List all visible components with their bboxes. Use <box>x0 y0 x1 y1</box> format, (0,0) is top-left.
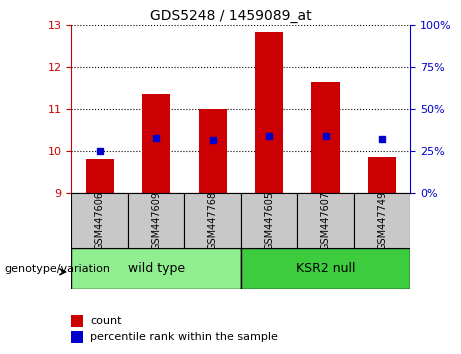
Text: GSM447607: GSM447607 <box>320 191 331 250</box>
Bar <box>71 315 83 327</box>
Text: GSM447605: GSM447605 <box>264 191 274 250</box>
Text: wild type: wild type <box>128 262 185 275</box>
Text: GDS5248 / 1459089_at: GDS5248 / 1459089_at <box>150 9 311 23</box>
Bar <box>312 81 340 193</box>
Bar <box>368 157 396 193</box>
Bar <box>354 193 410 248</box>
Bar <box>255 32 283 193</box>
Bar <box>71 193 128 248</box>
Text: GSM447768: GSM447768 <box>207 191 218 250</box>
Text: KSR2 null: KSR2 null <box>296 262 355 275</box>
Bar <box>241 248 410 289</box>
Bar <box>199 109 227 193</box>
Text: genotype/variation: genotype/variation <box>5 264 111 274</box>
Bar <box>128 193 184 248</box>
Text: percentile rank within the sample: percentile rank within the sample <box>90 332 278 342</box>
Bar <box>241 193 297 248</box>
Bar <box>297 193 354 248</box>
Bar <box>86 159 114 193</box>
Bar <box>71 331 83 343</box>
Text: GSM447606: GSM447606 <box>95 191 105 250</box>
Bar <box>71 248 241 289</box>
Text: GSM447749: GSM447749 <box>377 191 387 250</box>
Bar <box>142 94 170 193</box>
Text: GSM447609: GSM447609 <box>151 191 161 250</box>
Bar <box>184 193 241 248</box>
Text: count: count <box>90 316 122 326</box>
